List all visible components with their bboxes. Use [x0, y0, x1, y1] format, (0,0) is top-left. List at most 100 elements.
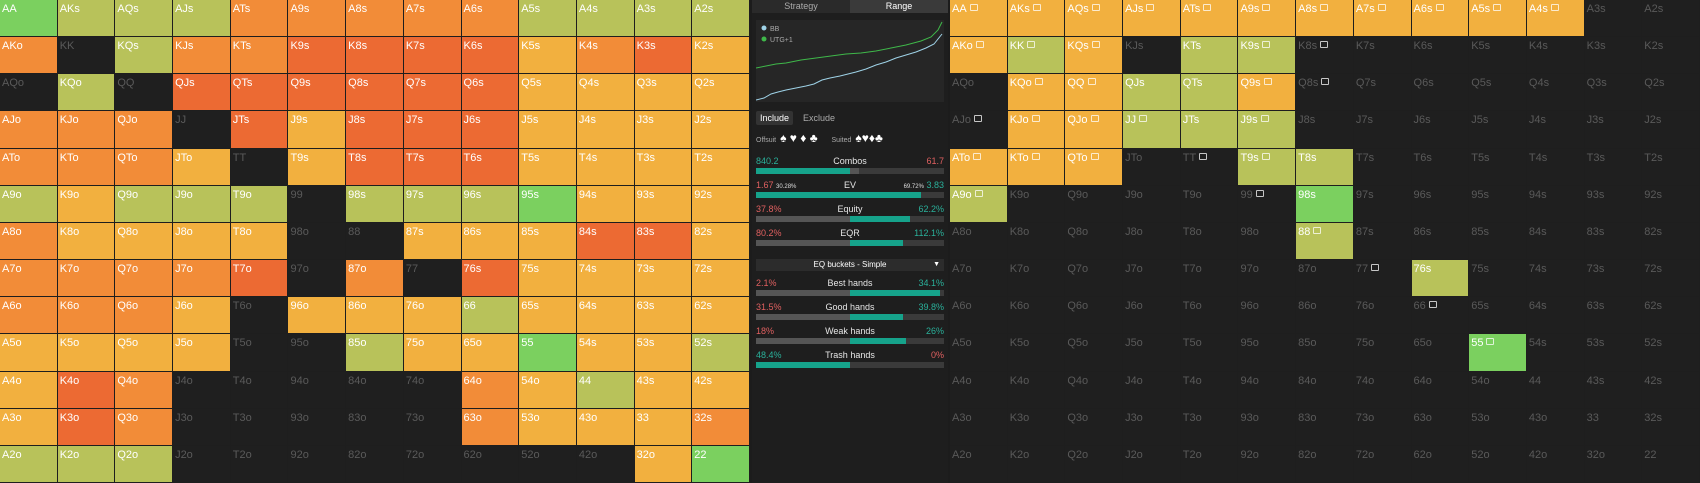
hand-cell[interactable]: A6o	[950, 297, 1008, 335]
hand-cell[interactable]: 93s	[634, 185, 693, 223]
hand-cell[interactable]: A6o	[0, 297, 58, 335]
hand-cell[interactable]: J8o	[173, 222, 231, 261]
hand-cell[interactable]: KJs	[173, 37, 231, 75]
hand-cell[interactable]: JTs	[1180, 111, 1239, 149]
hand-cell[interactable]: T2s	[692, 148, 750, 186]
hand-cell[interactable]: Q6o	[1065, 297, 1124, 335]
hand-cell[interactable]: 86o	[1296, 297, 1354, 335]
hand-cell[interactable]: KK	[57, 37, 116, 75]
include-tab[interactable]: Include	[756, 111, 794, 125]
hand-cell[interactable]: T7o	[230, 260, 289, 298]
hand-cell[interactable]: J7s	[403, 111, 462, 149]
tab-range[interactable]: Range	[850, 0, 948, 13]
hand-cell[interactable]: J5o	[1123, 334, 1181, 372]
hand-cell[interactable]: 96o	[288, 297, 347, 335]
hand-cell[interactable]: K5o	[1007, 334, 1066, 372]
hand-cell[interactable]: 75s	[519, 260, 577, 298]
suited-suit-icons[interactable]: ♠♥♦♣	[855, 131, 883, 145]
hand-cell[interactable]: 42o	[576, 445, 635, 483]
hand-cell[interactable]: ATo	[0, 148, 58, 186]
hand-cell[interactable]: J6o	[1123, 297, 1181, 335]
hand-cell[interactable]: KTo	[57, 148, 116, 186]
hand-cell[interactable]: A7s	[1353, 0, 1412, 38]
hand-cell[interactable]: 62o	[1411, 445, 1470, 483]
hand-cell[interactable]: 53s	[634, 334, 693, 372]
hand-cell[interactable]: 98o	[288, 222, 347, 261]
hand-cell[interactable]: T6s	[1411, 148, 1470, 186]
hand-cell[interactable]: AA	[0, 0, 58, 38]
hand-cell[interactable]: J9s	[288, 111, 347, 149]
hand-cell[interactable]: Q2o	[1065, 445, 1124, 483]
hand-cell[interactable]: A3s	[634, 0, 693, 38]
hand-cell[interactable]: A6s	[1411, 0, 1470, 38]
hand-cell[interactable]: T3o	[1180, 408, 1239, 446]
hand-cell[interactable]: 92s	[1642, 185, 1700, 223]
hand-cell[interactable]: 84o	[346, 371, 404, 409]
hand-cell[interactable]: Q2s	[692, 74, 750, 112]
hand-cell[interactable]: 55	[1469, 334, 1527, 372]
hand-cell[interactable]: 99	[1238, 185, 1297, 223]
hand-cell[interactable]: A5s	[1469, 0, 1527, 38]
hand-cell[interactable]: J4o	[1123, 371, 1181, 409]
hand-cell[interactable]: KQs	[1065, 37, 1124, 75]
hand-cell[interactable]: AKs	[57, 0, 116, 38]
hand-cell[interactable]: 54o	[519, 371, 577, 409]
hand-cell[interactable]: K3s	[634, 37, 693, 75]
hand-cell[interactable]: 52o	[1469, 445, 1527, 483]
hand-cell[interactable]: 32o	[634, 445, 693, 483]
hand-cell[interactable]: Q9s	[1238, 74, 1297, 112]
hand-cell[interactable]: JJ	[1123, 111, 1181, 149]
hand-cell[interactable]: K8s	[346, 37, 404, 75]
hand-cell[interactable]: QTo	[1065, 148, 1124, 186]
hand-cell[interactable]: Q3s	[634, 74, 693, 112]
hand-cell[interactable]: 83o	[346, 408, 404, 446]
hand-cell[interactable]: 64s	[1526, 297, 1585, 335]
hand-cell[interactable]: 92s	[692, 185, 750, 223]
hand-cell[interactable]: Q4s	[1526, 74, 1585, 112]
hand-cell[interactable]: Q3o	[1065, 408, 1124, 446]
hand-cell[interactable]: 63s	[634, 297, 693, 335]
hand-cell[interactable]: 76o	[403, 297, 462, 335]
hand-cell[interactable]: 99	[288, 185, 347, 223]
hand-cell[interactable]: 82o	[346, 445, 404, 483]
hand-cell[interactable]: 65s	[519, 297, 577, 335]
hand-cell[interactable]: 43o	[1526, 408, 1585, 446]
hand-cell[interactable]: K5s	[1469, 37, 1527, 75]
hand-cell[interactable]: J3o	[173, 408, 231, 446]
hand-cell[interactable]: 93o	[1238, 408, 1297, 446]
hand-cell[interactable]: A2o	[950, 445, 1008, 483]
hand-cell[interactable]: T7s	[403, 148, 462, 186]
hand-cell[interactable]: 63o	[461, 408, 520, 446]
hand-cell[interactable]: 84s	[576, 222, 635, 261]
hand-cell[interactable]: Q9s	[288, 74, 347, 112]
hand-cell[interactable]: QTo	[115, 148, 174, 186]
hand-cell[interactable]: KQo	[1007, 74, 1066, 112]
hand-cell[interactable]: 42o	[1526, 445, 1585, 483]
hand-cell[interactable]: A7o	[0, 260, 58, 298]
hand-cell[interactable]: A9s	[288, 0, 347, 38]
hand-cell[interactable]: 88	[346, 222, 404, 261]
hand-cell[interactable]: A4s	[576, 0, 635, 38]
hand-cell[interactable]: 95s	[1469, 185, 1527, 223]
hand-cell[interactable]: T3s	[634, 148, 693, 186]
hand-cell[interactable]: 64o	[461, 371, 520, 409]
hand-cell[interactable]: 93o	[288, 408, 347, 446]
hand-cell[interactable]: J5o	[173, 334, 231, 372]
hand-cell[interactable]: Q4o	[115, 371, 174, 409]
hand-cell[interactable]: K7s	[1353, 37, 1412, 75]
hand-cell[interactable]: 66	[1411, 297, 1470, 335]
hand-cell[interactable]: AA	[950, 0, 1008, 38]
hand-cell[interactable]: A8s	[346, 0, 404, 38]
hand-cell[interactable]: 76s	[1411, 260, 1470, 298]
hand-cell[interactable]: A8o	[950, 222, 1008, 261]
hand-cell[interactable]: 96o	[1238, 297, 1297, 335]
hand-cell[interactable]: Q7o	[1065, 260, 1124, 298]
hand-cell[interactable]: TT	[230, 148, 289, 186]
hand-cell[interactable]: AJo	[0, 111, 58, 149]
hand-cell[interactable]: J4s	[1526, 111, 1585, 149]
hand-cell[interactable]: K9s	[288, 37, 347, 75]
hand-cell[interactable]: Q5s	[519, 74, 577, 112]
hand-cell[interactable]: J2s	[692, 111, 750, 149]
hand-cell[interactable]: T6o	[230, 297, 289, 335]
hand-cell[interactable]: KQs	[115, 37, 174, 75]
